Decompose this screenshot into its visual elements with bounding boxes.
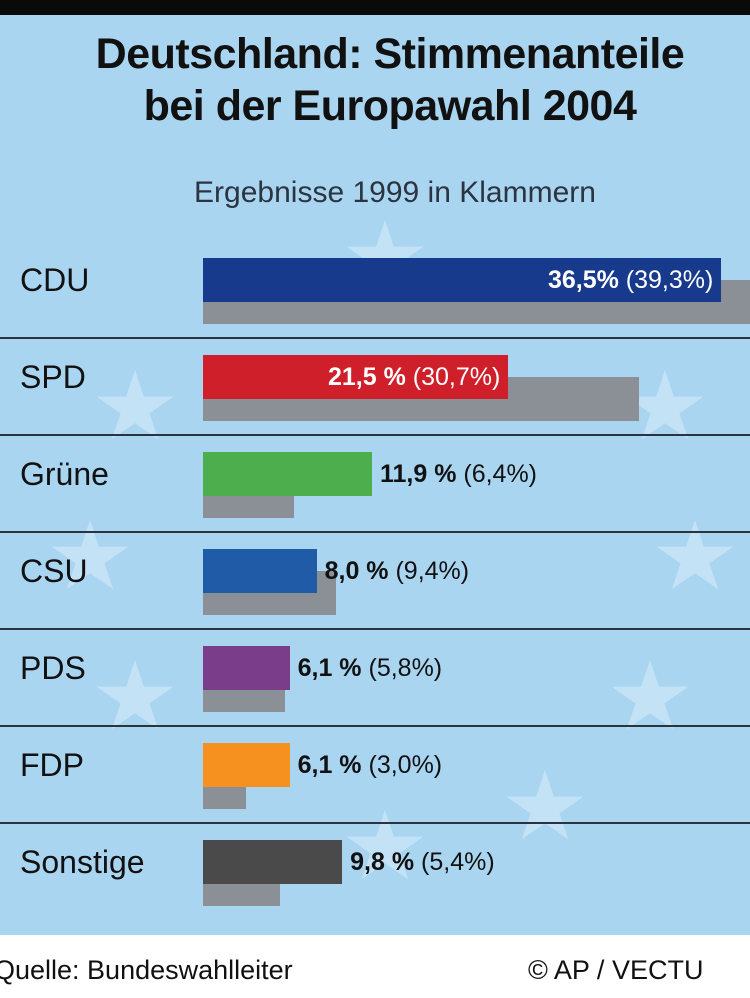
- category-label: FDP: [20, 747, 84, 783]
- value-2004: 36,5%: [547, 266, 619, 294]
- value-label: 36,5% (39,3%): [548, 258, 713, 302]
- source-note: Quelle: Bundeswahlleiter: [0, 955, 293, 985]
- category-label: CDU: [20, 262, 90, 298]
- bar-2004: [203, 452, 372, 496]
- row-divider: [0, 337, 750, 339]
- row-divider: [0, 822, 750, 824]
- row-divider: [0, 434, 750, 436]
- value-2004: 6,1 %: [297, 751, 362, 779]
- category-label: Sonstige: [20, 844, 145, 880]
- row-divider: [0, 531, 750, 533]
- category-label: Grüne: [20, 456, 109, 492]
- value-1999: (39,3%): [618, 266, 714, 294]
- value-2004: 21,5 %: [327, 363, 406, 391]
- value-label: 6,1 % (3,0%): [298, 743, 443, 787]
- chart-title-line-2: bei der Europawahl 2004: [143, 82, 637, 130]
- value-2004: 9,8 %: [350, 848, 415, 876]
- category-label: SPD: [20, 359, 86, 395]
- copyright-note: © AP / VECTU: [528, 955, 704, 985]
- chart-background: [0, 15, 750, 935]
- value-label: 21,5 % (30,7%): [328, 355, 500, 399]
- value-2004: 11,9 %: [379, 460, 457, 488]
- bar-2004: [203, 743, 290, 787]
- value-1999: (5,8%): [361, 654, 443, 682]
- bar-2004: [203, 646, 290, 690]
- value-label: 11,9 % (6,4%): [380, 452, 537, 496]
- row-divider: [0, 628, 750, 630]
- bar-2004: [203, 840, 343, 884]
- value-2004: 6,1 %: [297, 654, 362, 682]
- value-label: 8,0 % (9,4%): [325, 549, 470, 593]
- bar-2004: [203, 258, 722, 302]
- chart-title: Deutschland: Stimmenanteile bei der Euro…: [0, 28, 750, 132]
- chart-title-line-1: Deutschland: Stimmenanteile: [95, 30, 685, 78]
- value-1999: (9,4%): [388, 557, 470, 585]
- value-2004: 8,0 %: [324, 557, 389, 585]
- value-1999: (30,7%): [405, 363, 501, 391]
- value-1999: (6,4%): [456, 460, 538, 488]
- row-divider: [0, 725, 750, 727]
- value-1999: (5,4%): [414, 848, 495, 876]
- value-1999: (3,0%): [361, 751, 443, 779]
- category-label: PDS: [20, 650, 86, 686]
- value-label: 6,1 % (5,8%): [298, 646, 443, 690]
- bar-2004: [203, 549, 317, 593]
- chart-subtitle: Ergebnisse 1999 in Klammern: [194, 176, 596, 209]
- top-band: [0, 0, 750, 15]
- value-label: 9,8 % (5,4%): [350, 840, 495, 884]
- category-label: CSU: [20, 553, 88, 589]
- bar-2004: [203, 355, 509, 399]
